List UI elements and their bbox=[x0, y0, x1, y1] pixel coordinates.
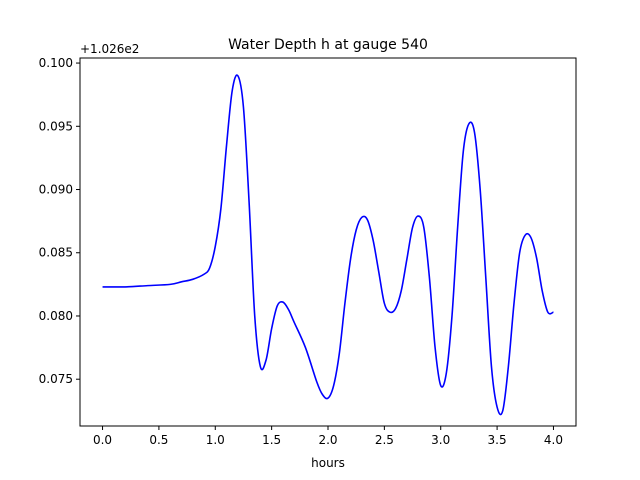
x-axis-label: hours bbox=[311, 456, 345, 470]
y-offset-label: +1.026e2 bbox=[80, 42, 139, 56]
x-tick-label: 2.5 bbox=[375, 433, 394, 447]
y-tick-label: 0.100 bbox=[39, 56, 73, 70]
x-tick-label: 0.5 bbox=[149, 433, 168, 447]
y-tick-label: 0.080 bbox=[39, 309, 73, 323]
x-tick-label: 4.0 bbox=[544, 433, 563, 447]
x-tick-label: 2.0 bbox=[318, 433, 337, 447]
axes-frame bbox=[79, 57, 577, 427]
y-tick-label: 0.075 bbox=[39, 372, 73, 386]
x-tick-label: 3.0 bbox=[431, 433, 450, 447]
y-tick-label: 0.095 bbox=[39, 119, 73, 133]
x-tick-label: 3.5 bbox=[488, 433, 507, 447]
chart-title: Water Depth h at gauge 540 bbox=[228, 37, 428, 53]
y-tick-label: 0.085 bbox=[39, 246, 73, 260]
series-line-0 bbox=[102, 74, 554, 416]
x-tick-label: 1.0 bbox=[206, 433, 225, 447]
x-tick-label: 1.5 bbox=[262, 433, 281, 447]
plot-area: 0.0 0.5 1.0 1.5 2.0 2.5 3.0 3.5 4.0 0.075 0.080 0.0… bbox=[39, 56, 577, 447]
y-tick-label: 0.090 bbox=[39, 183, 73, 197]
x-tick-label: 0.0 bbox=[93, 433, 112, 447]
